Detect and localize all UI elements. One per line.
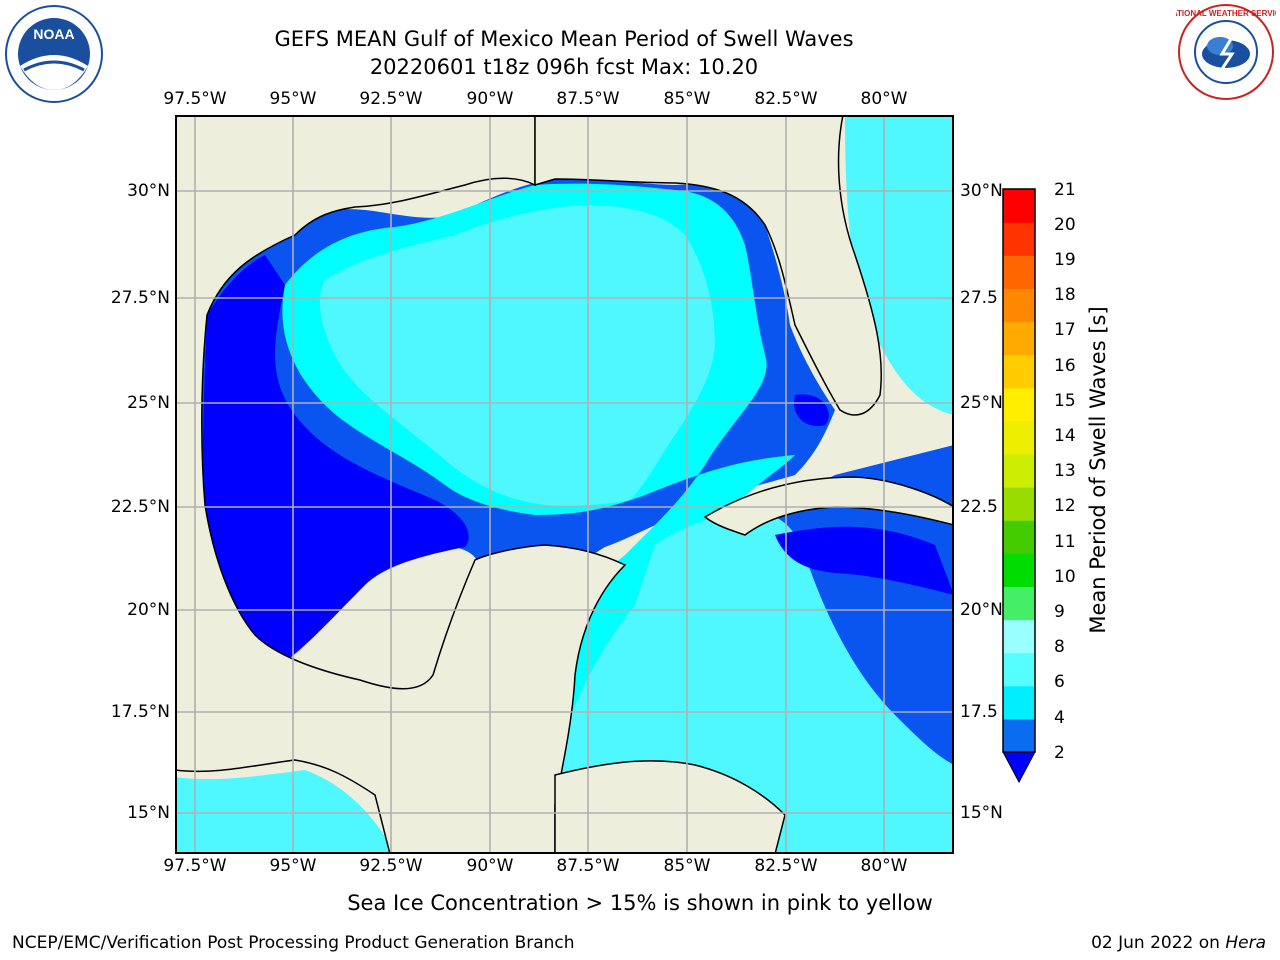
colorbar-bin [1003, 487, 1035, 521]
colorbar [1002, 188, 1036, 784]
lat-label: 20°N [960, 600, 1003, 620]
lon-label: 87.5°W [556, 89, 620, 109]
land-central-america [554, 760, 786, 854]
colorbar-tick-label: 8 [1054, 637, 1065, 657]
lat-label: 22.5 [960, 497, 998, 517]
lat-label: 17.5 [960, 702, 998, 722]
gulf-inner-band [319, 205, 715, 506]
lat-label: 22.5°N [110, 497, 170, 517]
colorbar-tick-label: 4 [1054, 708, 1065, 728]
land-florida-us [534, 115, 883, 416]
lat-label: 30°N [127, 181, 170, 201]
colorbar-bin [1003, 453, 1035, 488]
lat-label: 17.5°N [110, 702, 170, 722]
map-title: GEFS MEAN Gulf of Mexico Mean Period of … [274, 27, 854, 51]
noaa-logo: NOAA [5, 5, 103, 103]
colorbar-tick-label: 14 [1054, 426, 1076, 446]
colorbar-bin [1003, 652, 1035, 687]
lon-label: 97.5°W [163, 856, 227, 876]
lon-label: 85°W [663, 856, 711, 876]
colorbar-tick-label: 19 [1054, 250, 1076, 270]
lon-label: 87.5°W [556, 856, 620, 876]
footer-host: Hera [1225, 933, 1266, 953]
lon-label: 82.5°W [754, 89, 818, 109]
lon-label: 90°W [466, 89, 514, 109]
colorbar-tick-label: 13 [1054, 461, 1076, 481]
colorbar-tick-label: 16 [1054, 356, 1076, 376]
noaa-logo-text: NOAA [33, 26, 74, 42]
lat-label: 27.5°N [110, 288, 170, 308]
lon-label: 82.5°W [754, 856, 818, 876]
lat-label: 27.5 [960, 288, 998, 308]
colorbar-bin [1003, 189, 1035, 223]
lon-label: 90°W [466, 856, 514, 876]
colorbar-tick-label: 11 [1054, 532, 1076, 552]
lon-label: 95°W [269, 89, 317, 109]
lon-label: 92.5°W [359, 856, 423, 876]
colorbar-tick-label: 15 [1054, 391, 1076, 411]
colorbar-tick-label: 17 [1054, 320, 1076, 340]
pacific-band [175, 770, 395, 854]
colorbar-bin [1003, 288, 1035, 323]
colorbar-tick-label: 9 [1054, 602, 1065, 622]
colorbar-tick-label: 6 [1054, 672, 1065, 692]
lat-label: 25°N [960, 393, 1003, 413]
colorbar-tick-label: 18 [1054, 285, 1076, 305]
map-subtitle: 20220601 t18z 096h fcst Max: 10.20 [369, 55, 759, 79]
map-frame [175, 115, 954, 854]
land-cuba [703, 476, 954, 536]
footer-date: 02 Jun 2022 on Hera [1091, 933, 1266, 953]
caribbean-deep-patch [775, 526, 954, 595]
colorbar-tick-label: 10 [1054, 567, 1076, 587]
nws-logo: NATIONAL WEATHER SERVICE [1176, 4, 1276, 100]
colorbar-bin [1003, 420, 1035, 455]
lon-label: 80°W [860, 856, 908, 876]
lon-label: 95°W [269, 856, 317, 876]
west-deep-band [202, 255, 469, 675]
colorbar-bin [1003, 321, 1035, 356]
lon-label: 92.5°W [359, 89, 423, 109]
lat-label: 20°N [127, 600, 170, 620]
lat-label: 25°N [127, 393, 170, 413]
colorbar-tick-label: 2 [1054, 743, 1065, 763]
colorbar-bin [1003, 255, 1035, 289]
colorbar-tick-label: 20 [1054, 215, 1076, 235]
lat-label: 15°N [960, 803, 1003, 823]
sea-ice-note: Sea Ice Concentration > 15% is shown in … [347, 891, 933, 915]
colorbar-bin [1003, 387, 1035, 422]
footer-date-text: 02 Jun 2022 on [1091, 933, 1226, 953]
atlantic-band [845, 115, 954, 415]
colorbar-bin [1003, 685, 1035, 720]
lon-label: 97.5°W [163, 89, 227, 109]
colorbar-bin [1003, 520, 1035, 554]
colorbar-extend-arrow [1002, 751, 1036, 784]
colorbar-title: Mean Period of Swell Waves [s] [1086, 306, 1110, 634]
colorbar-tick-label: 21 [1054, 180, 1076, 200]
nws-logo-text: NATIONAL WEATHER SERVICE [1176, 9, 1276, 18]
colorbar-tick-label: 12 [1054, 496, 1076, 516]
lat-label: 15°N [127, 803, 170, 823]
colorbar-bin [1003, 222, 1035, 256]
footer-credit: NCEP/EMC/Verification Post Processing Pr… [12, 933, 575, 953]
colorbar-bin [1003, 718, 1035, 753]
map-panel [175, 115, 954, 854]
colorbar-bin [1003, 619, 1035, 654]
lon-label: 80°W [860, 89, 908, 109]
lat-label: 30°N [960, 181, 1003, 201]
lon-label: 85°W [663, 89, 711, 109]
colorbar-bin [1003, 553, 1035, 588]
colorbar-bin [1003, 586, 1035, 621]
colorbar-bin [1003, 354, 1035, 389]
gridlines [175, 115, 954, 854]
